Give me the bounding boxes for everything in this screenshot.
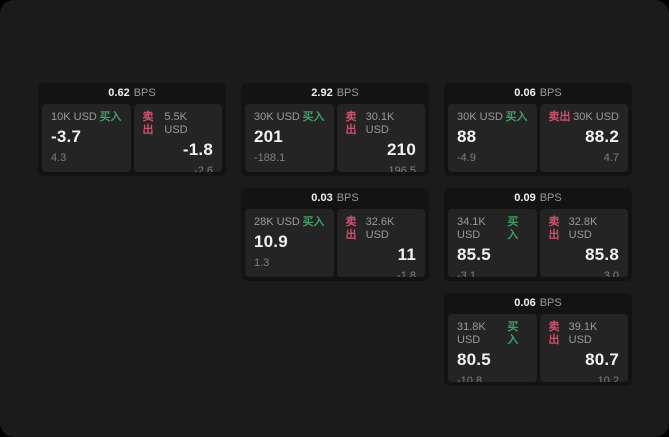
sell-price: 88.2 bbox=[585, 127, 619, 146]
bps-header: 0.62 BPS bbox=[42, 83, 222, 104]
quote-card: 0.06 BPS 31.8K USD 买入 80.5 -10.8 卖 bbox=[444, 293, 632, 386]
sell-amount: 39.1K USD bbox=[568, 321, 598, 346]
sell-panel[interactable]: 卖出 32.6K USD 11 -1.8 bbox=[336, 209, 425, 277]
buy-amount: 30K USD bbox=[254, 111, 300, 123]
buy-amount: 31.8K USD bbox=[457, 321, 486, 346]
buy-price: 201 bbox=[254, 127, 283, 146]
sell-label: 卖出 bbox=[142, 111, 154, 136]
bps-value: 2.92 bbox=[311, 87, 333, 99]
sell-price: -1.8 bbox=[182, 140, 213, 159]
sell-label: 卖出 bbox=[548, 321, 560, 346]
quote-card: 0.62 BPS 10K USD 买入 -3.7 4.3 卖出 bbox=[38, 83, 226, 176]
bps-unit-label: BPS bbox=[133, 87, 156, 99]
bps-unit-label: BPS bbox=[336, 192, 359, 204]
bps-unit-label: BPS bbox=[336, 87, 359, 99]
sell-panel[interactable]: 卖出 39.1K USD 80.7 10.2 bbox=[539, 314, 628, 382]
sell-label: 卖出 bbox=[548, 111, 571, 123]
quote-card: 0.09 BPS 34.1K USD 买入 85.5 -3.1 卖出 bbox=[444, 188, 632, 281]
buy-price: -3.7 bbox=[51, 127, 82, 146]
sell-panel[interactable]: 卖出 30.1K USD 210 196.5 bbox=[336, 104, 425, 172]
buy-amount: 30K USD bbox=[457, 111, 503, 123]
quote-card-body: 30K USD 买入 201 -188.1 卖出 30.1K USD 210 1… bbox=[245, 104, 425, 172]
buy-price: 85.5 bbox=[457, 245, 491, 264]
bps-unit-label: BPS bbox=[539, 87, 562, 99]
quote-card-body: 10K USD 买入 -3.7 4.3 卖出 5.5K USD -1.8 -2.… bbox=[42, 104, 222, 172]
sell-label: 卖出 bbox=[345, 216, 357, 241]
bps-value: 0.03 bbox=[311, 192, 333, 204]
sell-price: 210 bbox=[387, 140, 416, 159]
bps-unit-label: BPS bbox=[539, 297, 562, 309]
sell-price: 80.7 bbox=[585, 350, 619, 369]
quote-card-grid: 0.62 BPS 10K USD 买入 -3.7 4.3 卖出 bbox=[38, 83, 632, 386]
sell-amount: 32.8K USD bbox=[568, 216, 598, 241]
bps-unit-label: BPS bbox=[539, 192, 562, 204]
buy-sub-value: -4.9 bbox=[457, 152, 476, 164]
buy-label: 买入 bbox=[99, 111, 122, 123]
bps-value: 0.06 bbox=[514, 297, 536, 309]
quote-card: 2.92 BPS 30K USD 买入 201 -188.1 卖出 bbox=[241, 83, 429, 176]
sell-amount: 32.6K USD bbox=[365, 216, 395, 241]
bps-header: 2.92 BPS bbox=[245, 83, 425, 104]
sell-sub-value: 4.7 bbox=[603, 152, 619, 164]
bps-header: 0.03 BPS bbox=[245, 188, 425, 209]
bps-header: 0.06 BPS bbox=[448, 293, 628, 314]
buy-sub-value: 1.3 bbox=[254, 257, 270, 269]
quote-card-body: 31.8K USD 买入 80.5 -10.8 卖出 39.1K USD 80.… bbox=[448, 314, 628, 382]
sell-sub-value: -1.8 bbox=[397, 270, 416, 277]
buy-sub-value: -3.1 bbox=[457, 270, 476, 277]
buy-label: 买入 bbox=[302, 216, 325, 228]
sell-sub-value: -2.6 bbox=[194, 165, 213, 172]
buy-panel[interactable]: 34.1K USD 买入 85.5 -3.1 bbox=[448, 209, 537, 277]
sell-label: 卖出 bbox=[345, 111, 357, 136]
quote-card-body: 30K USD 买入 88 -4.9 卖出 30K USD 88.2 4.7 bbox=[448, 104, 628, 172]
buy-amount: 28K USD bbox=[254, 216, 300, 228]
sell-price: 11 bbox=[397, 245, 416, 264]
sell-sub-value: 196.5 bbox=[388, 165, 416, 172]
buy-price: 88 bbox=[457, 127, 477, 146]
buy-label: 买入 bbox=[507, 216, 519, 241]
bps-value: 0.09 bbox=[514, 192, 536, 204]
bps-header: 0.06 BPS bbox=[448, 83, 628, 104]
quote-card-body: 28K USD 买入 10.9 1.3 卖出 32.6K USD 11 -1.8 bbox=[245, 209, 425, 277]
sell-price: 85.8 bbox=[585, 245, 619, 264]
bps-value: 0.62 bbox=[108, 87, 130, 99]
buy-price: 10.9 bbox=[254, 232, 288, 251]
sell-panel[interactable]: 卖出 30K USD 88.2 4.7 bbox=[539, 104, 628, 172]
quote-card: 0.06 BPS 30K USD 买入 88 -4.9 卖出 bbox=[444, 83, 632, 176]
buy-sub-value: -188.1 bbox=[254, 152, 286, 164]
quote-card-body: 34.1K USD 买入 85.5 -3.1 卖出 32.8K USD 85.8… bbox=[448, 209, 628, 277]
buy-amount: 10K USD bbox=[51, 111, 97, 123]
buy-panel[interactable]: 30K USD 买入 201 -188.1 bbox=[245, 104, 334, 172]
sell-sub-value: 10.2 bbox=[597, 375, 619, 382]
bps-value: 0.06 bbox=[514, 87, 536, 99]
sell-panel[interactable]: 卖出 5.5K USD -1.8 -2.6 bbox=[133, 104, 222, 172]
buy-panel[interactable]: 10K USD 买入 -3.7 4.3 bbox=[42, 104, 131, 172]
sell-amount: 30.1K USD bbox=[365, 111, 395, 136]
buy-panel[interactable]: 30K USD 买入 88 -4.9 bbox=[448, 104, 537, 172]
sell-panel[interactable]: 卖出 32.8K USD 85.8 3.0 bbox=[539, 209, 628, 277]
quote-card: 0.03 BPS 28K USD 买入 10.9 1.3 卖出 bbox=[241, 188, 429, 281]
bps-header: 0.09 BPS bbox=[448, 188, 628, 209]
buy-price: 80.5 bbox=[457, 350, 491, 369]
sell-label: 卖出 bbox=[548, 216, 560, 241]
buy-sub-value: 4.3 bbox=[51, 152, 67, 164]
sell-amount: 5.5K USD bbox=[164, 111, 188, 136]
buy-label: 买入 bbox=[302, 111, 325, 123]
buy-panel[interactable]: 28K USD 买入 10.9 1.3 bbox=[245, 209, 334, 277]
buy-label: 买入 bbox=[505, 111, 528, 123]
sell-amount: 30K USD bbox=[573, 111, 619, 123]
buy-label: 买入 bbox=[507, 321, 519, 346]
sell-sub-value: 3.0 bbox=[603, 270, 619, 277]
buy-sub-value: -10.8 bbox=[457, 375, 483, 382]
buy-amount: 34.1K USD bbox=[457, 216, 486, 241]
buy-panel[interactable]: 31.8K USD 买入 80.5 -10.8 bbox=[448, 314, 537, 382]
